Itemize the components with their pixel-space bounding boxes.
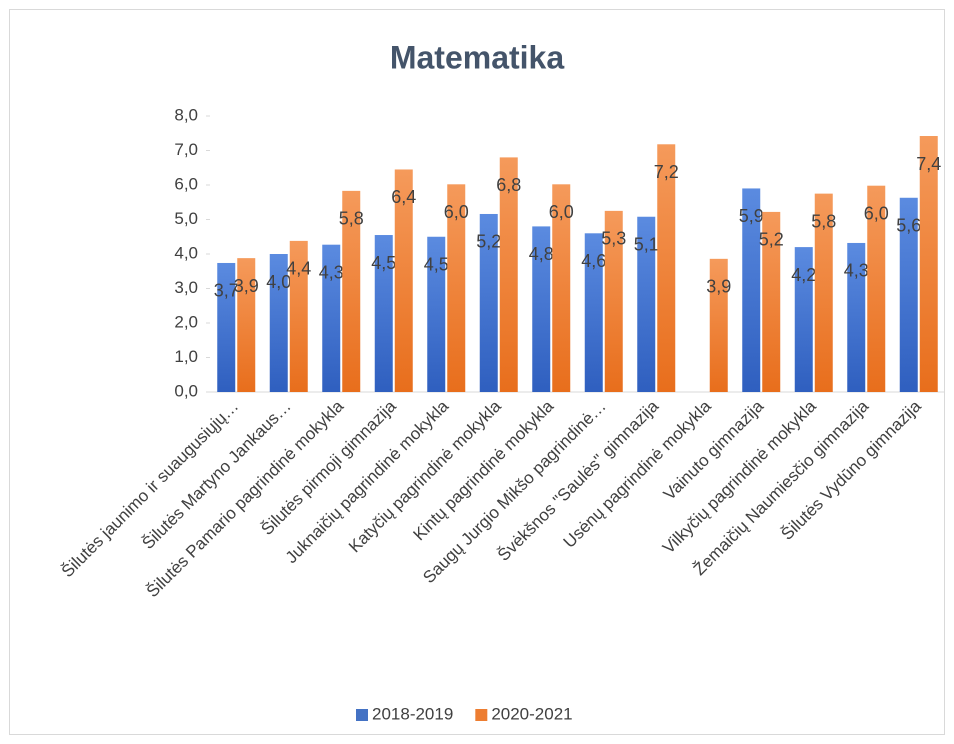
- data-label: 5,6: [896, 216, 921, 236]
- y-tick-label: 2,0: [174, 312, 198, 331]
- data-label: 6,8: [496, 175, 521, 195]
- data-label: 4,6: [581, 251, 606, 271]
- bar: [342, 190, 361, 392]
- data-label: 4,5: [424, 255, 449, 275]
- bar: [427, 236, 446, 392]
- data-label: 3,9: [706, 277, 731, 297]
- data-label: 5,1: [634, 234, 659, 254]
- legend-label: 2018-2019: [372, 704, 453, 723]
- data-label: 5,2: [476, 232, 501, 252]
- data-label: 6,0: [864, 203, 889, 223]
- data-label: 7,2: [654, 162, 679, 182]
- bar: [709, 258, 728, 392]
- bar: [919, 136, 938, 392]
- data-label: 7,4: [916, 154, 941, 174]
- y-tick-label: 8,0: [174, 105, 198, 124]
- y-tick-label: 4,0: [174, 243, 198, 262]
- legend-swatch: [356, 709, 368, 721]
- bar: [322, 244, 341, 392]
- bar: [742, 188, 761, 392]
- chart-border: [9, 9, 945, 735]
- data-label: 5,8: [811, 211, 836, 231]
- data-label: 3,9: [234, 276, 259, 296]
- bar: [814, 193, 833, 392]
- bar: [479, 213, 498, 392]
- bar: [532, 226, 551, 392]
- data-label: 5,2: [759, 230, 784, 250]
- bar: [237, 258, 256, 392]
- data-label: 6,0: [549, 202, 574, 222]
- bar: [657, 144, 676, 392]
- bar: [289, 240, 308, 392]
- bar: [584, 233, 603, 392]
- bar: [604, 210, 623, 392]
- data-label: 6,0: [444, 202, 469, 222]
- y-tick-label: 7,0: [174, 140, 198, 159]
- legend-swatch: [475, 709, 488, 721]
- data-label: 4,0: [266, 272, 291, 292]
- y-tick-label: 5,0: [174, 209, 198, 228]
- bar: [847, 242, 866, 392]
- bar: [867, 185, 886, 392]
- data-label: 4,3: [844, 261, 869, 281]
- bar: [899, 197, 918, 392]
- data-label: 4,8: [529, 244, 554, 264]
- y-tick-label: 0,0: [174, 381, 198, 400]
- bar: [552, 184, 571, 392]
- y-tick-label: 6,0: [174, 174, 198, 193]
- data-label: 6,4: [391, 187, 416, 207]
- bar: [217, 262, 236, 392]
- data-label: 5,3: [601, 229, 626, 249]
- data-label: 4,5: [371, 253, 396, 273]
- data-label: 5,8: [339, 209, 364, 229]
- bar: [637, 216, 656, 392]
- chart-title: Matematika: [390, 39, 565, 75]
- data-label: 4,3: [319, 262, 344, 282]
- data-label: 4,4: [286, 259, 311, 279]
- bar: [794, 247, 813, 392]
- bar: [447, 184, 466, 392]
- y-tick-label: 3,0: [174, 278, 198, 297]
- bar: [762, 211, 781, 392]
- data-label: 4,2: [791, 265, 816, 285]
- bar: [374, 235, 393, 392]
- bar: [499, 157, 518, 392]
- data-label: 3,7: [214, 281, 239, 301]
- y-tick-label: 1,0: [174, 347, 198, 366]
- data-label: 5,9: [739, 206, 764, 226]
- legend-label: 2020-2021: [491, 704, 572, 723]
- bar: [394, 169, 413, 392]
- bar: [269, 254, 288, 392]
